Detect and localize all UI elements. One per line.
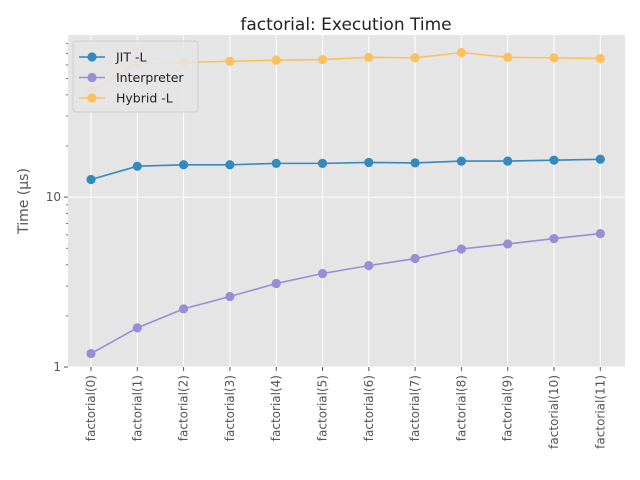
hybrid-l-point [317,54,328,65]
chart-title: factorial: Execution Time [240,15,451,35]
interpreter-point [225,291,235,302]
interpreter-point [549,233,559,244]
hybrid-l-point [364,52,374,62]
jit-l-point [86,174,96,185]
x-tick-label: factorial(0) [84,375,98,441]
jit-l-line [90,158,601,181]
interpreter-point [179,304,189,314]
y-tick-label: 1 [53,360,61,374]
legend-marker-jit-l [87,52,97,62]
x-tick-label: factorial(2) [177,375,191,441]
legend-label-hybrid-l: Hybrid -L [116,91,173,106]
legend-label-interpreter: Interpreter [116,70,184,85]
jit-l-point [549,155,559,165]
x-axis-ticks: factorial(0) factorial(1) factorial(2) fact… [84,367,607,449]
jit-l-point [595,154,605,164]
interpreter-point [503,239,513,249]
jit-l-point [132,161,142,171]
interpreter-point [132,323,142,333]
hybrid-l-point [595,53,605,64]
hybrid-l-point [503,52,513,62]
interpreter-point [86,348,96,359]
x-tick-label: factorial(8) [454,375,468,441]
x-tick-label: factorial(1) [130,375,144,441]
interpreter-point [456,244,466,254]
x-tick-label: factorial(11) [593,375,607,449]
interpreter-line [90,232,601,355]
interpreter-point [364,261,374,271]
jit-l-point [410,158,420,168]
interpreter-point [410,253,420,264]
x-tick-label: factorial(10) [547,375,561,449]
legend-label-jit-l: JIT -L [115,50,146,65]
hybrid-l-point [271,55,281,65]
interpreter-point [271,278,281,289]
hybrid-l-point [456,47,466,58]
jit-l-point [317,158,328,168]
interpreter-point [595,228,605,239]
legend-box [72,40,199,113]
x-tick-label: factorial(6) [362,375,376,441]
jit-l-point [271,158,281,168]
interpreter-point [317,268,328,279]
jit-l-point [364,157,374,168]
jit-l-point [225,160,235,170]
y-axis-label: Time (μs) [16,168,32,235]
hybrid-l-point [549,53,559,63]
legend-marker-hybrid-l [87,93,97,103]
x-tick-label: factorial(9) [501,375,515,441]
jit-l-point [179,160,189,170]
legend-marker-interpreter [87,72,97,83]
x-tick-label: factorial(7) [408,375,422,441]
jit-l-point [503,156,513,166]
legend: JIT -L Interpreter Hybrid -L [72,40,199,113]
y-tick-label: 10 [46,190,61,204]
y-axis-ticks: 1 10 [46,43,68,374]
x-tick-label: factorial(3) [223,375,237,441]
x-tick-label: factorial(5) [316,375,330,441]
jit-l-point [456,156,466,166]
hybrid-l-point [225,56,235,66]
hybrid-l-point [410,53,420,63]
x-tick-label: factorial(4) [269,375,283,441]
